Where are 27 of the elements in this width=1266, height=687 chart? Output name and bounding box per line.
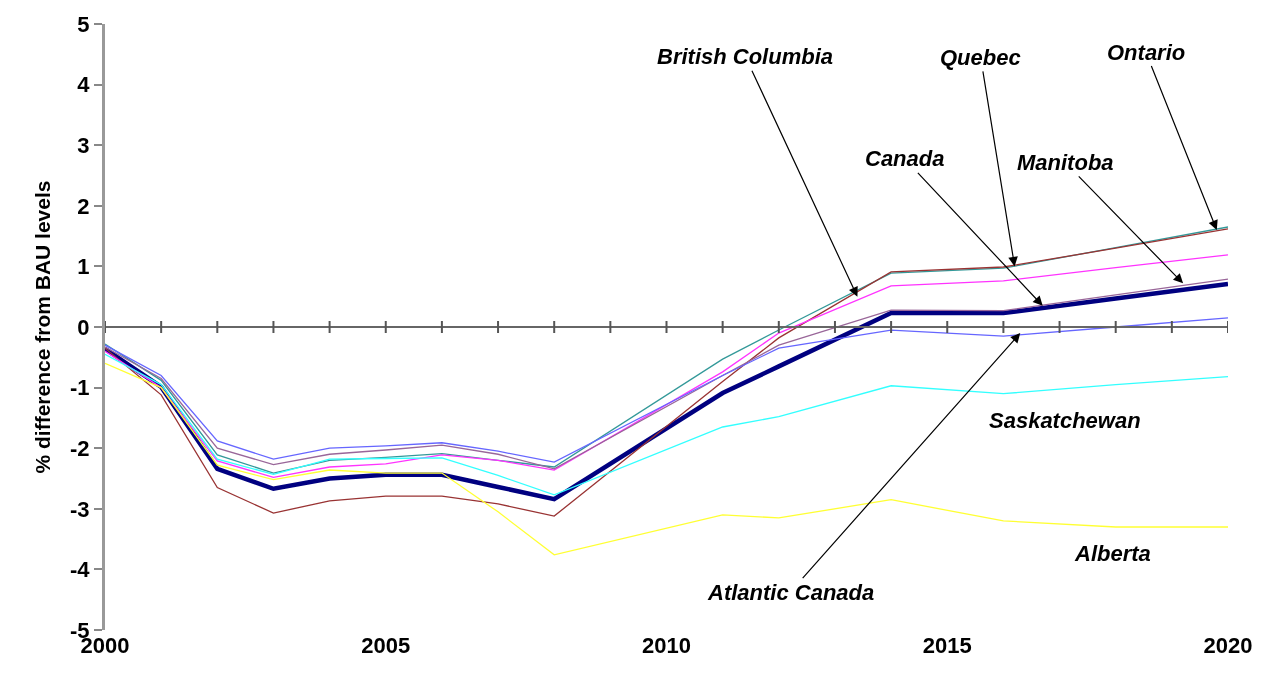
annotation: Canada [865,146,945,171]
line-series [105,317,1228,463]
annotation: Atlantic Canada [707,580,875,605]
annotation: Alberta [1074,541,1151,566]
x-tick-label: 2010 [642,633,691,658]
x-tick-label: 2020 [1203,633,1253,658]
y-tick-label: -3 [70,496,90,522]
y-tick-label: -2 [70,435,90,461]
annotation: Saskatchewan [989,408,1141,433]
y-tick-label: 5 [77,11,90,37]
line-series [105,353,1228,496]
x-tick-label: 2005 [361,633,411,658]
line-series [105,228,1228,517]
y-tick-label: 3 [77,132,90,158]
y-tick-label: -4 [70,557,91,583]
y-tick-label: 0 [77,314,90,340]
annotation: Quebec [940,45,1021,70]
annotation: Ontario [1107,40,1186,65]
y-tick-label: 1 [77,254,90,280]
line-series [105,281,1228,502]
y-tick-label: 2 [77,193,90,219]
y-tick-label: 4 [77,72,91,98]
x-tick-label: 2015 [922,633,972,658]
annotation: Manitoba [1017,150,1114,175]
y-tick-label: -1 [70,375,90,401]
y-axis-title: % difference from BAU levels [31,180,55,474]
annotation: British Columbia [657,44,834,69]
